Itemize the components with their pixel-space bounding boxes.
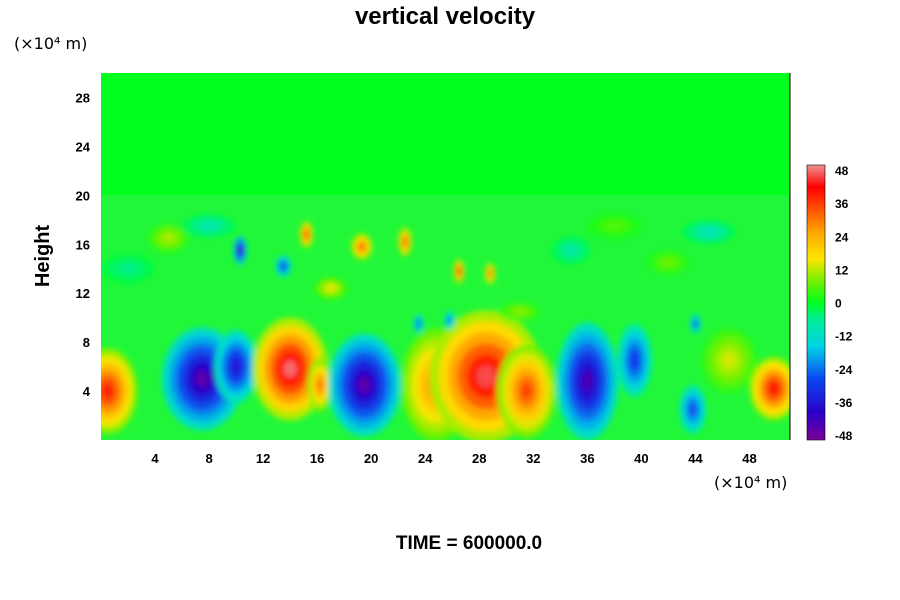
y-tick-label: 12 <box>76 286 90 301</box>
velocity-cell-23-level-5 <box>567 247 575 253</box>
x-tick-label: 32 <box>526 451 540 466</box>
velocity-cell-28-level-5 <box>448 318 451 322</box>
velocity-cell-3-level-5 <box>283 360 297 378</box>
x-tick-label: 44 <box>688 451 703 466</box>
velocity-cell-29-level-5 <box>694 322 697 326</box>
velocity-cell-32-level-5 <box>609 223 619 228</box>
chart-title: vertical velocity <box>355 3 536 30</box>
x-tick-label: 24 <box>418 451 433 466</box>
plot-area <box>101 73 790 440</box>
x-tick-label: 20 <box>364 451 378 466</box>
velocity-cell-11-level-5 <box>690 405 695 414</box>
velocity-cell-7-level-5 <box>476 365 496 388</box>
y-tick-label: 24 <box>76 139 91 154</box>
y-unit-label: (×10⁴ m) <box>14 34 87 53</box>
velocity-cell-13-level-5 <box>769 383 778 394</box>
colorbar-tick-label: 12 <box>835 263 849 277</box>
velocity-cell-9-level-5 <box>582 371 593 392</box>
colorbar-tick-label: -48 <box>835 429 853 443</box>
velocity-cell-1-level-5 <box>195 370 210 388</box>
y-axis-label: Height <box>32 225 54 288</box>
velocity-cells <box>101 213 790 440</box>
velocity-cell-21-level-5 <box>489 271 492 276</box>
velocity-cell-5-level-5 <box>358 376 371 394</box>
velocity-cell-31-level-5 <box>123 266 133 272</box>
x-tick-label: 16 <box>310 451 324 466</box>
x-axis-ticks: 4 8 12 16 20 24 28 32 36 40 44 48 <box>151 451 756 466</box>
colorbar-tick-label: -12 <box>835 330 853 344</box>
velocity-cell-17-level-5 <box>305 232 308 237</box>
velocity-cell-25-level-5 <box>665 260 672 265</box>
y-tick-label: 4 <box>83 384 91 399</box>
x-unit-label: (×10⁴ m) <box>714 473 787 492</box>
velocity-cell-14-level-5 <box>165 235 172 241</box>
colorbar-tick-label: 48 <box>835 164 849 178</box>
y-axis-ticks: 4 8 12 16 20 24 28 <box>76 90 91 399</box>
velocity-cell-8-level-5 <box>521 383 532 399</box>
time-label: TIME = 600000.0 <box>396 533 542 554</box>
velocity-cell-12-level-5 <box>724 355 734 366</box>
colorbar-ticks: 48 36 24 12 0 -12 -24 -36 -48 <box>835 164 853 443</box>
velocity-cell-24-level-5 <box>704 229 714 235</box>
velocity-cell-19-level-5 <box>403 239 407 245</box>
colorbar-tick-label: 24 <box>835 230 849 244</box>
colorbar-tick-label: 0 <box>835 297 842 311</box>
y-tick-label: 20 <box>76 188 90 203</box>
velocity-cell-16-level-5 <box>282 264 285 269</box>
x-tick-label: 12 <box>256 451 270 466</box>
x-tick-label: 28 <box>472 451 486 466</box>
velocity-cell-0-level-5 <box>102 383 113 399</box>
x-tick-label: 36 <box>580 451 594 466</box>
colorbar-gradient <box>806 164 826 441</box>
y-tick-label: 16 <box>76 237 90 252</box>
velocity-cell-2-level-5 <box>232 360 240 373</box>
velocity-cell-15-level-5 <box>239 247 242 253</box>
velocity-cell-26-level-5 <box>204 223 214 228</box>
velocity-cell-27-level-5 <box>417 322 420 326</box>
velocity-cell-20-level-5 <box>458 269 461 274</box>
x-tick-label: 8 <box>205 451 212 466</box>
x-tick-label: 40 <box>634 451 648 466</box>
x-tick-label: 4 <box>151 451 159 466</box>
velocity-cell-30-level-5 <box>516 309 524 314</box>
colorbar-tick-label: -36 <box>835 396 853 410</box>
velocity-cell-18-level-5 <box>359 244 364 249</box>
colorbar: 48 36 24 12 0 -12 -24 -36 -48 <box>806 164 853 443</box>
colorbar-tick-label: -24 <box>835 363 853 377</box>
colorbar-tick-label: 36 <box>835 197 849 211</box>
velocity-cell-22-level-5 <box>327 286 334 291</box>
y-tick-label: 8 <box>83 335 90 350</box>
y-tick-label: 28 <box>76 90 90 105</box>
velocity-cell-10-level-5 <box>631 354 638 367</box>
x-tick-label: 48 <box>742 451 756 466</box>
velocity-cell-4-level-5 <box>317 380 322 390</box>
